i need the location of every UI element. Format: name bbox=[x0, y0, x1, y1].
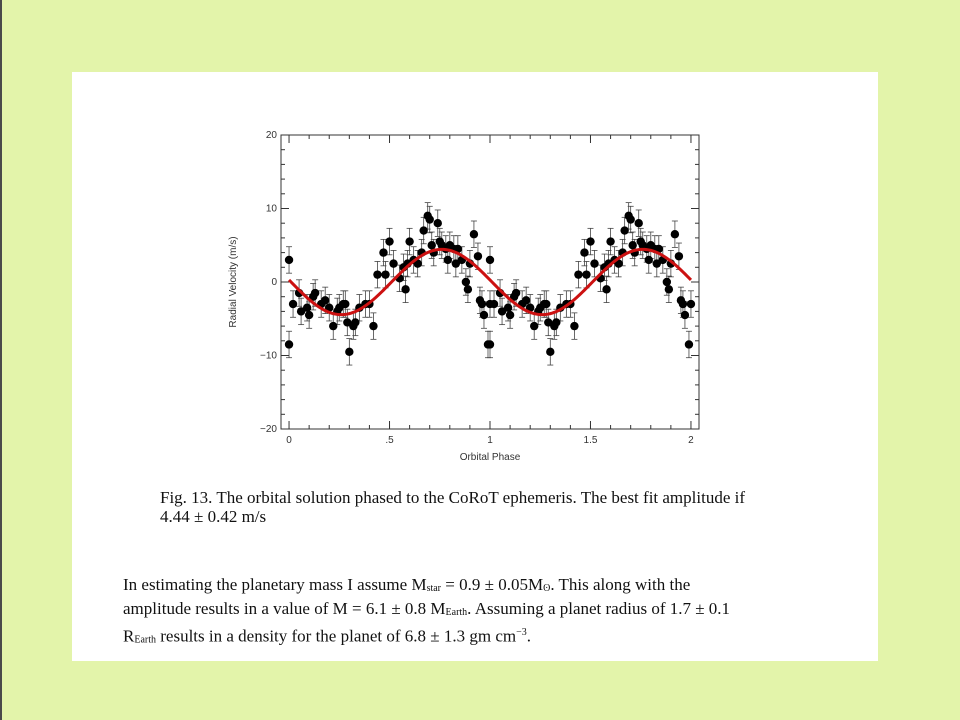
data-point bbox=[552, 318, 561, 327]
paragraph-line-1: In estimating the planetary mass I assum… bbox=[123, 575, 691, 594]
data-point bbox=[628, 241, 637, 250]
data-point bbox=[296, 307, 306, 316]
data-point bbox=[325, 303, 334, 312]
y-tick-label: 10 bbox=[266, 204, 278, 215]
data-point bbox=[542, 299, 551, 309]
data-point bbox=[451, 259, 461, 268]
data-point bbox=[574, 270, 583, 279]
x-tick-label: 1 bbox=[487, 435, 493, 446]
data-point bbox=[304, 310, 314, 320]
data-point bbox=[511, 288, 521, 298]
data-point bbox=[310, 288, 320, 298]
data-point bbox=[570, 321, 579, 331]
x-tick-label: 0 bbox=[286, 435, 292, 446]
rv-phase-plot: 0 .5 1 1.5 2 −20 −10 0 10 20 Orbital Phase Radial… bbox=[228, 130, 700, 463]
error-bars bbox=[286, 202, 694, 366]
data-point bbox=[664, 285, 674, 294]
data-point bbox=[433, 219, 442, 228]
data-point bbox=[321, 296, 330, 305]
data-point bbox=[284, 340, 294, 349]
data-point bbox=[477, 299, 487, 309]
data-point bbox=[351, 318, 360, 327]
left-edge-line bbox=[0, 0, 2, 720]
data-point bbox=[521, 296, 531, 305]
data-point bbox=[580, 248, 589, 257]
data-point bbox=[544, 318, 553, 327]
x-tick-label: .5 bbox=[385, 435, 394, 446]
caption-line-1: Fig. 13. The orbital solution phased to … bbox=[160, 488, 746, 507]
data-point bbox=[461, 277, 471, 287]
y-axis-label: Radial Velocity (m/s) bbox=[228, 236, 239, 327]
data-point bbox=[381, 270, 390, 279]
data-point bbox=[284, 255, 294, 265]
data-point bbox=[427, 241, 436, 250]
x-tick-label: 2 bbox=[688, 435, 694, 446]
data-point bbox=[686, 299, 696, 309]
paragraph-line-2: amplitude results in a value of M = 6.1 … bbox=[123, 599, 731, 618]
data-point bbox=[590, 259, 599, 268]
data-point bbox=[425, 215, 434, 224]
data-point bbox=[582, 270, 591, 279]
data-point bbox=[674, 252, 684, 261]
y-tick-label: 0 bbox=[271, 277, 277, 288]
axis-ticks: 0 .5 1 1.5 2 −20 −10 0 10 20 bbox=[260, 130, 699, 446]
data-point bbox=[670, 230, 680, 239]
data-point bbox=[385, 237, 394, 246]
data-point bbox=[485, 255, 495, 265]
data-point bbox=[483, 340, 493, 349]
x-tick-label: 1.5 bbox=[584, 435, 598, 446]
data-point bbox=[341, 299, 350, 309]
data-point bbox=[586, 237, 595, 246]
data-point bbox=[662, 277, 672, 287]
x-axis-label: Orbital Phase bbox=[460, 452, 521, 463]
data-point bbox=[634, 219, 643, 228]
data-point bbox=[678, 299, 688, 309]
data-point bbox=[505, 310, 515, 320]
data-point bbox=[405, 237, 414, 246]
paragraph-line-3: REarth results in a density for the plan… bbox=[123, 626, 532, 646]
data-point bbox=[602, 285, 611, 294]
data-point bbox=[401, 285, 410, 294]
y-tick-label: −20 bbox=[260, 424, 277, 435]
data-point bbox=[343, 318, 352, 327]
data-point bbox=[497, 307, 507, 316]
data-point bbox=[479, 310, 489, 320]
data-point bbox=[443, 255, 452, 265]
data-point bbox=[530, 321, 539, 331]
slide-panel: 0 .5 1 1.5 2 −20 −10 0 10 20 Orbital Phase Radial… bbox=[72, 72, 878, 661]
data-point bbox=[644, 255, 653, 265]
figure-caption: Fig. 13. The orbital solution phased to … bbox=[160, 488, 800, 526]
data-point bbox=[546, 347, 555, 357]
data-point bbox=[680, 310, 690, 320]
data-point bbox=[485, 299, 495, 309]
data-point bbox=[525, 303, 535, 312]
y-tick-label: −10 bbox=[260, 351, 277, 362]
data-point bbox=[369, 321, 378, 331]
data-point bbox=[620, 226, 629, 235]
data-point bbox=[463, 285, 473, 294]
data-point bbox=[389, 259, 398, 268]
data-point bbox=[473, 252, 483, 261]
data-point bbox=[469, 230, 479, 239]
y-tick-label: 20 bbox=[266, 130, 278, 141]
data-point bbox=[379, 248, 388, 257]
caption-line-2: 4.44 ± 0.42 m/s bbox=[160, 507, 267, 526]
mass-estimate-paragraph: In estimating the planetary mass I assum… bbox=[123, 575, 868, 651]
data-point bbox=[419, 226, 428, 235]
best-fit-curve bbox=[287, 247, 693, 317]
data-point bbox=[684, 340, 694, 349]
data-point bbox=[373, 270, 382, 279]
data-point bbox=[345, 347, 354, 357]
data-point bbox=[652, 259, 661, 268]
data-point bbox=[606, 237, 615, 246]
data-point bbox=[503, 303, 513, 312]
data-point bbox=[626, 215, 635, 224]
data-point bbox=[329, 321, 338, 331]
data-point bbox=[288, 299, 298, 309]
data-point bbox=[302, 303, 312, 312]
